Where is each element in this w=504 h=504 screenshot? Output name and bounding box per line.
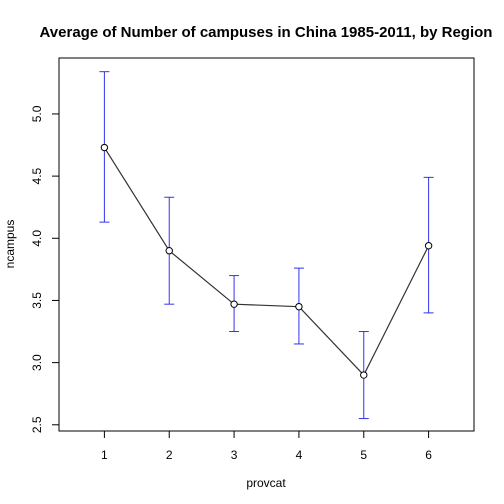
series-polyline (103, 147, 430, 377)
y-tick-label: 2.5 (30, 416, 44, 433)
data-point (100, 143, 109, 152)
data-point (360, 371, 368, 379)
data-point (230, 300, 238, 308)
plot-frame (58, 57, 475, 432)
y-axis: 2.5 3.0 3.5 4.0 4.5 5.0 (30, 105, 59, 433)
y-tick-label: 3.0 (30, 354, 44, 371)
x-tick-label: 3 (231, 448, 238, 462)
x-tick-label: 4 (296, 448, 303, 462)
y-tick-label: 3.5 (30, 292, 44, 309)
x-tick-label: 2 (166, 448, 173, 462)
series-line (103, 147, 430, 377)
x-axis-title: provcat (246, 476, 286, 490)
chart-title: Average of Number of campuses in China 1… (40, 24, 493, 41)
y-tick-label: 4.5 (30, 167, 44, 184)
y-tick-label: 5.0 (30, 105, 44, 122)
data-point (295, 302, 303, 311)
data-point (424, 242, 433, 250)
data-point (165, 247, 173, 255)
data-points (100, 143, 433, 379)
y-tick-label: 4.0 (30, 230, 44, 247)
x-tick-label: 1 (101, 448, 108, 462)
x-axis: 1 2 3 4 5 6 (101, 431, 432, 462)
error-bars (99, 71, 434, 420)
y-axis-title: ncampus (3, 220, 17, 269)
x-tick-label: 5 (360, 448, 367, 462)
x-tick-label: 6 (425, 448, 432, 462)
